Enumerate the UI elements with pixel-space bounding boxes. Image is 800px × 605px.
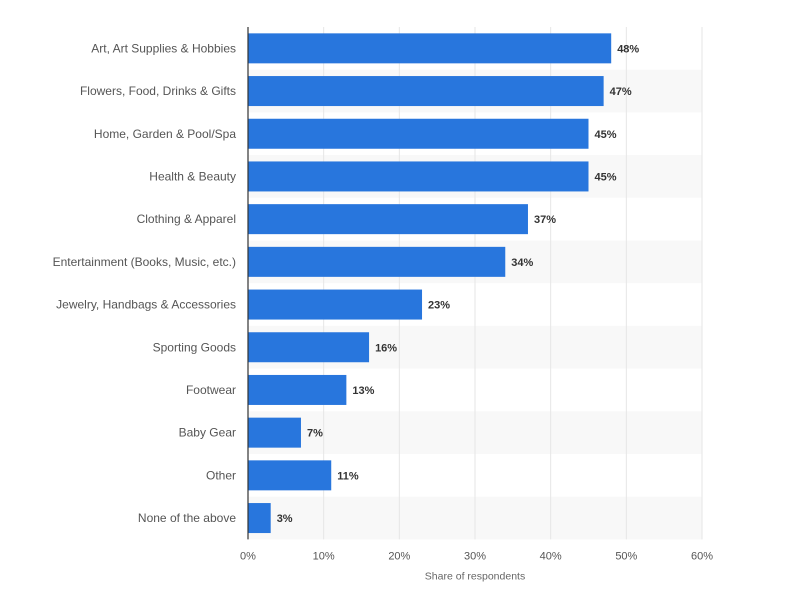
bar-value-label: 45% bbox=[595, 129, 617, 141]
bar-value-label: 34% bbox=[511, 257, 533, 269]
bar-value-label: 7% bbox=[307, 428, 323, 440]
category-label: None of the above bbox=[138, 511, 236, 525]
x-tick-label: 0% bbox=[240, 550, 256, 562]
x-axis-ticks: 0% 10% 20% 30% 40% 50% 60% bbox=[240, 550, 713, 562]
bar-value-label: 37% bbox=[534, 214, 556, 226]
bar-value-label: 16% bbox=[375, 342, 397, 354]
bar-value-label: 13% bbox=[352, 385, 374, 397]
category-label: Entertainment (Books, Music, etc.) bbox=[53, 255, 236, 269]
bar[interactable] bbox=[248, 332, 370, 363]
bar[interactable] bbox=[248, 503, 271, 534]
bar-value-label: 3% bbox=[277, 513, 293, 525]
category-label: Footwear bbox=[186, 383, 236, 397]
x-tick-label: 10% bbox=[313, 550, 335, 562]
category-label: Other bbox=[206, 468, 236, 482]
bar-value-label: 23% bbox=[428, 300, 450, 312]
gridlines bbox=[323, 27, 703, 540]
category-label: Home, Garden & Pool/Spa bbox=[94, 127, 236, 141]
value-labels: 48% 47% 45% 45% 37% 34% 23% 16% 13% 7% 11% 3% bbox=[277, 43, 640, 525]
bar-value-label: 45% bbox=[595, 171, 617, 183]
bar[interactable] bbox=[248, 460, 332, 491]
bar[interactable] bbox=[248, 289, 423, 320]
x-tick-label: 20% bbox=[388, 550, 410, 562]
x-axis-title: Share of respondents bbox=[425, 570, 525, 582]
bar[interactable] bbox=[248, 246, 506, 277]
category-label: Sporting Goods bbox=[153, 340, 236, 354]
bar[interactable] bbox=[248, 118, 589, 149]
x-tick-label: 30% bbox=[464, 550, 486, 562]
category-label: Clothing & Apparel bbox=[137, 212, 236, 226]
category-label: Baby Gear bbox=[179, 426, 236, 440]
category-label: Health & Beauty bbox=[149, 169, 236, 183]
bar[interactable] bbox=[248, 204, 528, 235]
bar-value-label: 47% bbox=[610, 86, 632, 98]
bars bbox=[248, 33, 612, 534]
bar-value-label: 11% bbox=[337, 470, 359, 482]
x-tick-label: 60% bbox=[691, 550, 713, 562]
category-labels: Art, Art Supplies & Hobbies Flowers, Food… bbox=[53, 41, 237, 525]
bar[interactable] bbox=[248, 76, 604, 107]
category-label: Flowers, Food, Drinks & Gifts bbox=[80, 84, 236, 98]
bar-value-label: 48% bbox=[617, 43, 639, 55]
x-tick-label: 40% bbox=[540, 550, 562, 562]
bar[interactable] bbox=[248, 161, 589, 192]
bar[interactable] bbox=[248, 33, 612, 64]
category-label: Art, Art Supplies & Hobbies bbox=[91, 41, 236, 55]
bar[interactable] bbox=[248, 374, 347, 405]
category-label: Jewelry, Handbags & Accessories bbox=[56, 298, 236, 312]
bar[interactable] bbox=[248, 417, 301, 448]
x-tick-label: 50% bbox=[615, 550, 637, 562]
